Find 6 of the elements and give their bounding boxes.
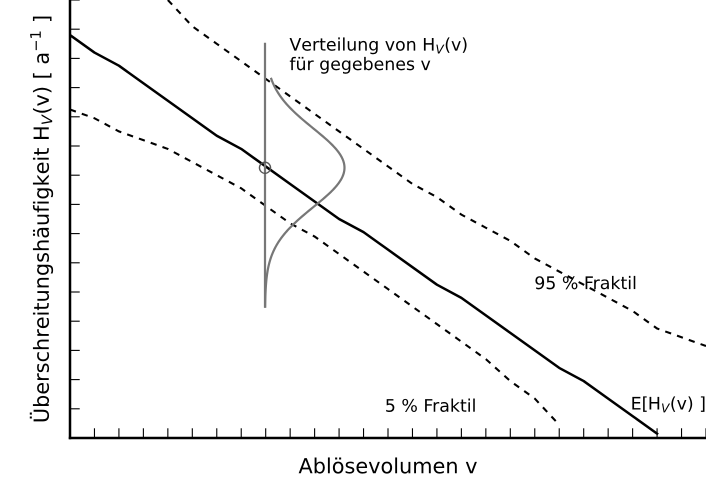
series-label: E[H$_{V}$(v) ] xyxy=(632,396,704,412)
text: 5 % Fraktil xyxy=(386,398,475,412)
annotation: Verteilung von H$_{V}$(v) für gegebenes v xyxy=(290,37,467,74)
y-axis-title: Überschreitungshäufigkeit H$_{V}$(v) [ a$^{−1}$ ] xyxy=(30,16,54,422)
series-label: 95 % Fraktil xyxy=(535,276,636,290)
x-axis-title: Ablösevolumen v xyxy=(298,457,477,474)
